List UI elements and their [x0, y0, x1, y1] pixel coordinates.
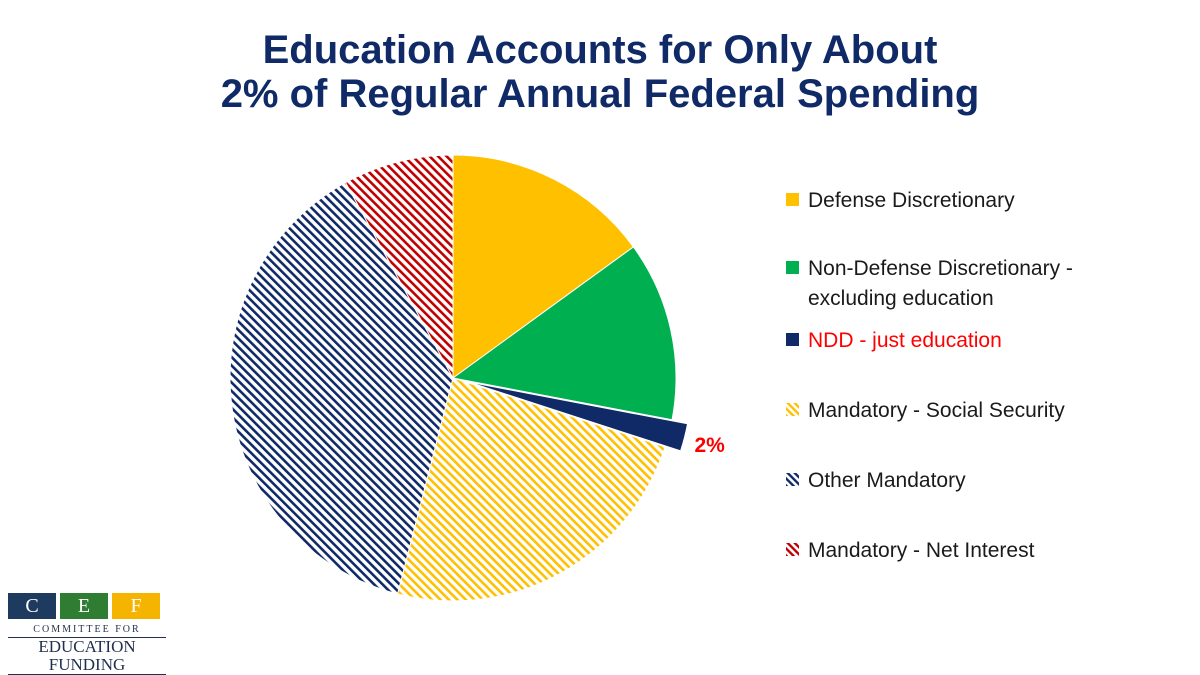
- cef-logo: C E F COMMITTEE FOR EDUCATION FUNDING: [8, 593, 166, 675]
- chart-title-line2: 2% of Regular Annual Federal Spending: [220, 72, 980, 116]
- logo-letter-c: C: [8, 593, 56, 619]
- pie-slice-other-mandatory: [229, 181, 454, 595]
- legend-swatch-defense-discretionary: [786, 193, 799, 206]
- legend-label: Defense Discretionary: [808, 189, 1015, 212]
- legend-item-other-mandatory: Other Mandatory: [786, 466, 1116, 496]
- legend-swatch-net-interest: [786, 543, 799, 556]
- legend-label-line1: Non-Defense Discretionary -: [808, 257, 1073, 280]
- logo-letter-e: E: [60, 593, 108, 619]
- legend-item-ndd-education: NDD - just education: [786, 326, 1116, 356]
- chart-title: Education Accounts for Only About 2% of …: [0, 28, 1200, 116]
- legend-swatch-social-security: [786, 403, 799, 416]
- chart-title-line1: Education Accounts for Only About: [262, 28, 938, 72]
- legend-item-defense-discretionary: Defense Discretionary: [786, 186, 1116, 216]
- legend-swatch-other-mandatory: [786, 473, 799, 486]
- pie-data-label: 2%: [694, 434, 725, 457]
- logo-letter-boxes: C E F: [8, 593, 166, 619]
- legend-item-social-security: Mandatory - Social Security: [786, 396, 1116, 426]
- legend-label: Mandatory - Net Interest: [808, 539, 1035, 562]
- pie-slice-non-defense-discretionary-excluding-education: [451, 246, 677, 421]
- logo-text-line2: EDUCATION FUNDING: [8, 637, 166, 675]
- legend-swatch-ndd-education: [786, 333, 799, 346]
- legend-item-non-defense-discretionary: Non-Defense Discretionary - excluding ed…: [786, 254, 1116, 314]
- logo-letter-f: F: [112, 593, 160, 619]
- pie-slice-ndd-just-education: [468, 381, 689, 452]
- legend-label: Non-Defense Discretionary - excluding ed…: [808, 254, 1073, 314]
- pie-slice-defense-discretionary: [452, 154, 635, 379]
- pie-slice-mandatory-net-interest: [344, 154, 454, 379]
- legend-label-line2: excluding education: [808, 287, 994, 310]
- legend-label: Mandatory - Social Security: [808, 399, 1065, 422]
- logo-text-line1: COMMITTEE FOR: [33, 624, 141, 635]
- legend-label: Other Mandatory: [808, 469, 966, 492]
- legend-swatch-non-defense-discretionary: [786, 261, 799, 274]
- legend-item-net-interest: Mandatory - Net Interest: [786, 536, 1116, 566]
- legend-label: NDD - just education: [808, 329, 1002, 352]
- pie-slice-mandatory-social-security: [396, 377, 666, 602]
